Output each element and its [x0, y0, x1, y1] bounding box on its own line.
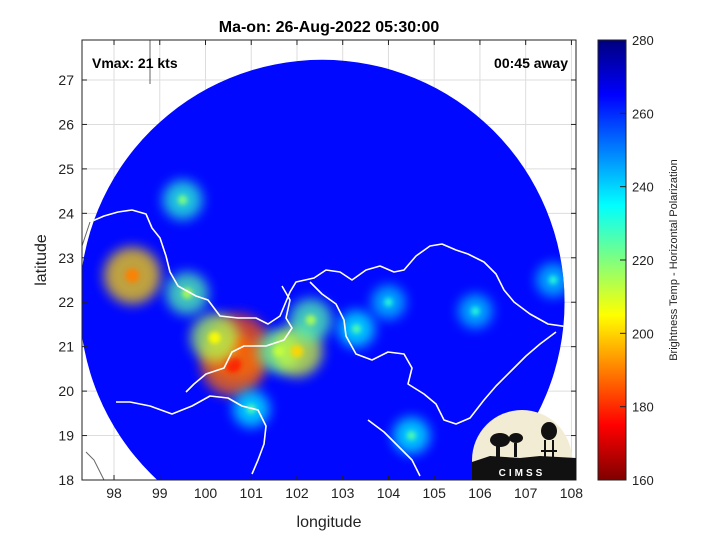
colorbar-ticks: 160 180 200 220 240 260 280	[620, 33, 654, 488]
outer-border-lines	[82, 40, 151, 480]
x-axis-ticks: 98 99 100 101 102 103 104 105 106 107 108	[106, 40, 583, 501]
border-lines	[89, 83, 565, 477]
brightness-feature-core	[290, 344, 304, 358]
x-tick-label: 105	[423, 485, 447, 501]
y-tick-label: 26	[58, 116, 74, 132]
x-axis-label: longitude	[297, 514, 362, 531]
colorbar-tick-label: 160	[632, 473, 654, 488]
outer-border-sw	[85, 451, 105, 480]
chart-title: Ma-on: 26-Aug-2022 05:30:00	[219, 19, 440, 36]
brightness-feature-core	[406, 430, 416, 441]
cimss-logo: CIMSS	[472, 410, 576, 480]
y-axis-label: latitude	[33, 234, 50, 286]
colorbar-tick-label: 180	[632, 400, 654, 415]
brightness-feature-core	[351, 324, 362, 334]
border-line-laos	[309, 281, 557, 425]
y-tick-label: 20	[58, 383, 74, 399]
x-tick-label: 98	[106, 485, 122, 501]
border-line-coast	[367, 419, 421, 477]
brightness-feature-core	[208, 331, 221, 344]
y-tick-label: 25	[58, 161, 74, 177]
logo-text: CIMSS	[499, 468, 546, 479]
x-tick-label: 101	[240, 485, 264, 501]
brightness-feature-core	[181, 288, 193, 299]
brightness-feature-core	[177, 195, 188, 205]
x-tick-label: 108	[560, 485, 584, 501]
colorbar-tick-label: 220	[632, 253, 654, 268]
swath-disc	[82, 59, 565, 480]
brightness-feature-core	[471, 306, 480, 316]
logo-satellite-dish-icon	[490, 433, 523, 460]
x-tick-label: 104	[377, 485, 401, 501]
x-tick-label: 99	[152, 485, 168, 501]
plot-frame	[81, 39, 577, 481]
y-tick-label: 24	[58, 205, 74, 221]
logo-water-tower-icon	[541, 422, 557, 462]
colorbar-tick-label: 280	[632, 33, 654, 48]
colorbar: 160 180 200 220 240 260 280 Brightness Temp - …	[597, 33, 680, 488]
y-tick-label: 18	[58, 472, 74, 488]
brightness-feature-core	[224, 356, 241, 373]
y-tick-label: 23	[58, 250, 74, 266]
brightness-feature-core	[125, 268, 140, 283]
brightness-feature-core	[305, 314, 317, 326]
y-tick-label: 22	[58, 294, 74, 310]
x-tick-label: 107	[514, 485, 538, 501]
colorbar-tick-label: 240	[632, 180, 654, 195]
x-tick-label: 102	[285, 485, 309, 501]
x-tick-label: 100	[194, 485, 218, 501]
brightness-features	[103, 180, 565, 454]
brightness-feature-core	[384, 297, 393, 307]
border-line-inner	[185, 285, 293, 393]
x-tick-label: 103	[331, 485, 355, 501]
logo-ground	[472, 456, 576, 480]
y-tick-label: 27	[58, 72, 74, 88]
brightness-feature-core	[548, 275, 558, 285]
colorbar-tick-label: 200	[632, 326, 654, 341]
y-tick-label: 21	[58, 339, 74, 355]
y-axis-ticks: 18 19 20 21 22 23 24 25 26 27	[58, 72, 576, 488]
colorbar-label: Brightness Temp - Horizontal Polarizatio…	[668, 159, 680, 361]
vmax-annotation: Vmax: 21 kts	[92, 55, 178, 71]
colorbar-tick-label: 260	[632, 106, 654, 121]
x-tick-label: 106	[468, 485, 492, 501]
border-line-north	[89, 209, 565, 329]
outer-border-w	[82, 221, 91, 247]
time-offset-annotation: 00:45 away	[494, 55, 568, 71]
border-line-south	[116, 395, 267, 475]
y-tick-label: 19	[58, 428, 74, 444]
